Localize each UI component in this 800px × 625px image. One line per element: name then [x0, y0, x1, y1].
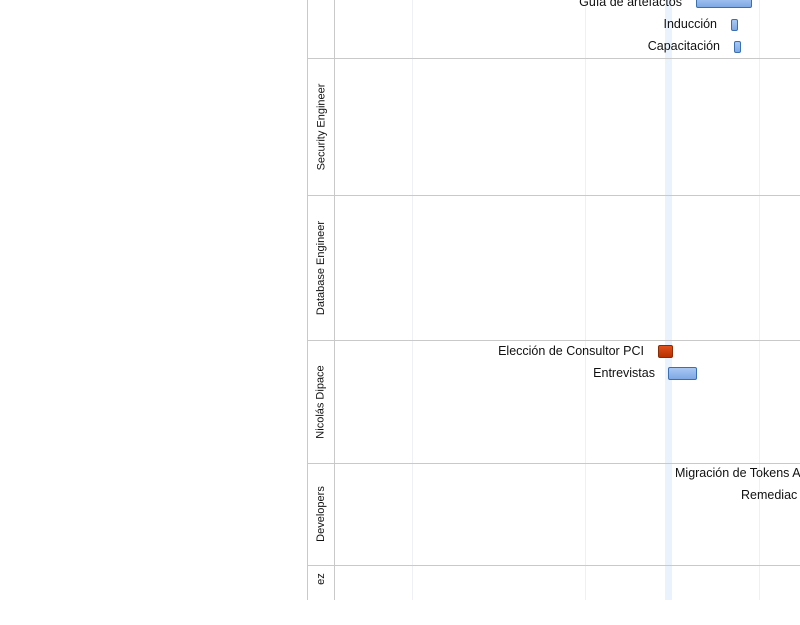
task-label-remediacion: Remediac — [741, 488, 798, 502]
today-marker — [665, 0, 672, 600]
chart-left-border — [307, 0, 308, 600]
grid-line — [759, 0, 760, 600]
grid-line — [412, 0, 413, 600]
task-label-eleccion-consultor-pci: Elección de Consultor PCI — [498, 344, 644, 358]
row-separator — [307, 58, 800, 59]
row-label-partial: ez — [315, 573, 327, 585]
task-bar-capacitacion[interactable] — [734, 41, 741, 53]
task-bar-entrevistas[interactable] — [668, 367, 697, 380]
row-separator — [307, 565, 800, 566]
task-label-guia-de-artefactos: Guía de artefactos — [579, 0, 682, 9]
task-bar-guia-de-artefactos[interactable] — [696, 0, 752, 8]
row-separator — [307, 195, 800, 196]
task-bar-induccion[interactable] — [731, 19, 738, 31]
row-label-column-border — [334, 0, 335, 600]
grid-line — [585, 0, 586, 600]
gantt-chart: Security Engineer Database Engineer Nico… — [307, 0, 800, 600]
row-separator — [307, 463, 800, 464]
row-label-developers: Developers — [315, 486, 328, 542]
task-bar-eleccion-consultor-pci[interactable] — [658, 345, 673, 358]
row-label-security-engineer: Security Engineer — [315, 83, 328, 170]
task-label-capacitacion: Capacitación — [647, 39, 720, 53]
task-label-entrevistas: Entrevistas — [593, 366, 655, 380]
task-label-induccion: Inducción — [663, 17, 717, 31]
row-label-database-engineer: Database Engineer — [315, 220, 327, 315]
row-separator — [307, 340, 800, 341]
task-label-migracion-de-tokens: Migración de Tokens A — [675, 466, 800, 480]
row-label-nicolas-dipace: Nicolás Dipace — [315, 364, 327, 439]
